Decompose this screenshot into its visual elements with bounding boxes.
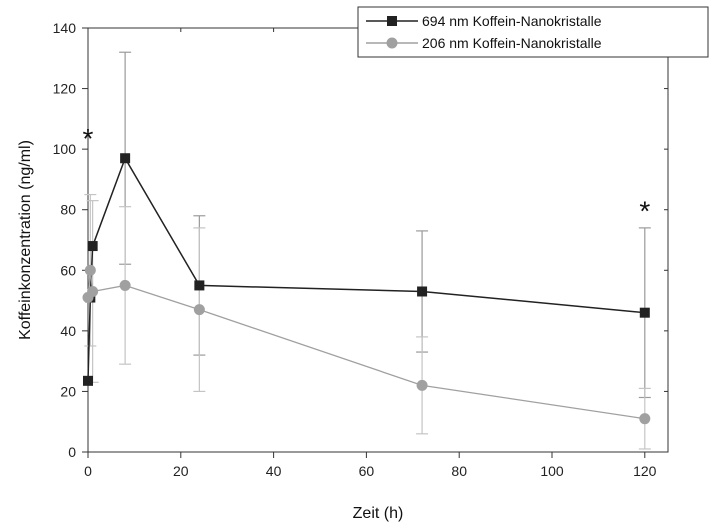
x-tick-label: 40 [266, 463, 282, 479]
y-tick-label: 140 [53, 20, 77, 36]
y-tick-label: 20 [60, 383, 76, 399]
series-line-206nm [87, 270, 645, 420]
y-tick-label: 0 [68, 444, 76, 460]
data-point-694nm [87, 241, 98, 252]
x-tick-label: 80 [451, 463, 467, 479]
data-point-206nm [87, 285, 99, 297]
y-tick-label: 100 [53, 141, 77, 157]
x-tick-label: 60 [359, 463, 375, 479]
x-axis-label: Zeit (h) [353, 505, 404, 522]
axes: 0 20 40 60 80 100 120 0 20 40 60 80 100 120 140 [53, 20, 669, 479]
legend-label: 206 nm Koffein-Nanokristalle [422, 35, 602, 51]
data-point-206nm [416, 379, 428, 391]
series-line-694nm [87, 156, 645, 381]
x-tick-label: 100 [540, 463, 564, 479]
error-bars [84, 51, 651, 450]
legend-box [357, 6, 709, 58]
data-point-206nm [119, 279, 131, 291]
data-point-694nm [639, 307, 650, 318]
y-tick-label: 80 [60, 202, 76, 218]
data-markers [82, 153, 651, 425]
x-tick-label: 0 [84, 463, 92, 479]
legend-marker-square [387, 16, 397, 26]
data-point-206nm [84, 264, 96, 276]
plot-frame [87, 27, 669, 453]
data-point-694nm [83, 375, 93, 386]
significance-star: * [83, 123, 94, 154]
legend: 694 nm Koffein-Nanokristalle 206 nm Koffe… [357, 6, 709, 58]
y-tick-label: 60 [60, 262, 76, 278]
series-lines [87, 156, 645, 420]
y-tick-label: 40 [60, 323, 76, 339]
legend-label: 694 nm Koffein-Nanokristalle [422, 13, 602, 29]
data-point-694nm [120, 153, 131, 164]
annotations: ** [83, 123, 651, 227]
legend-marker-circle [386, 37, 398, 49]
data-point-694nm [194, 280, 205, 291]
significance-star: * [639, 196, 650, 227]
x-tick-label: 20 [173, 463, 189, 479]
x-tick-label: 120 [633, 463, 657, 479]
y-tick-label: 120 [53, 81, 77, 97]
y-axis-label: Koffeinkonzentration (ng/ml) [17, 140, 34, 340]
data-point-694nm [417, 286, 428, 297]
data-point-206nm [639, 413, 651, 425]
data-point-206nm [193, 304, 205, 316]
